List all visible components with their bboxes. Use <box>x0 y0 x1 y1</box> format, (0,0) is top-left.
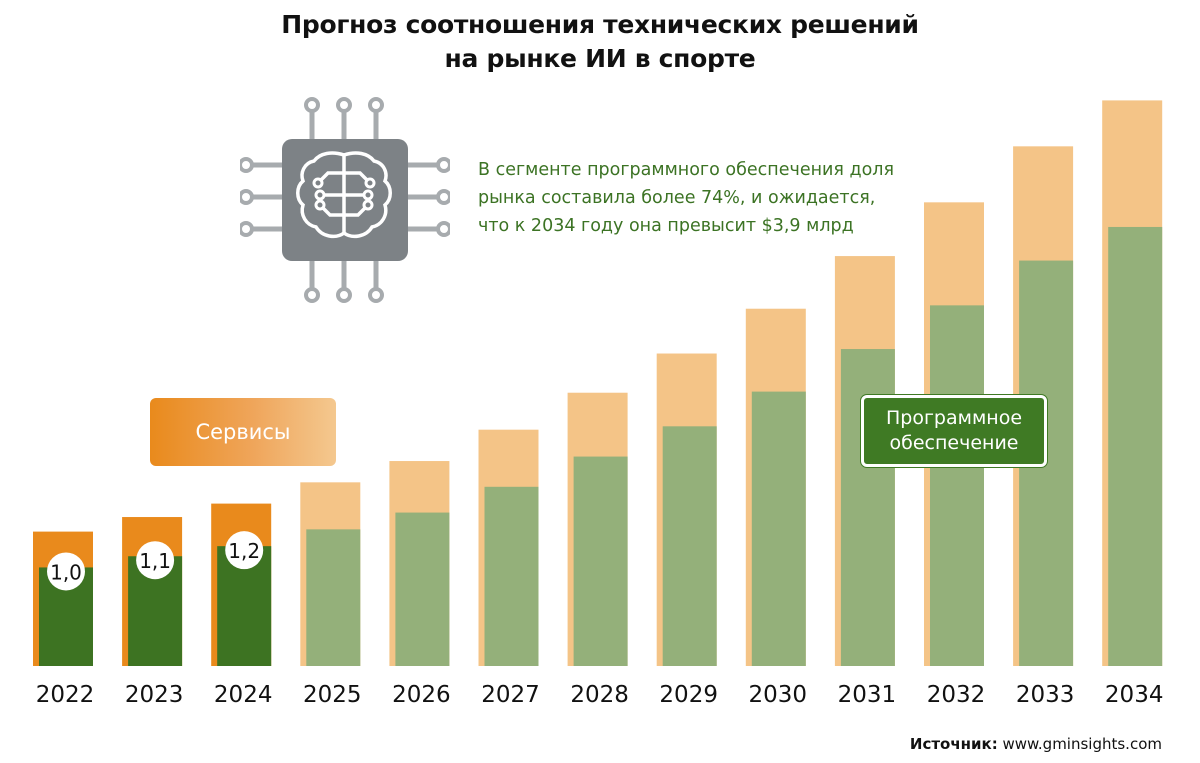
bar-software-2025 <box>306 529 361 666</box>
x-tick-2024: 2024 <box>214 682 273 708</box>
value-label-2022: 1,0 <box>50 560 82 584</box>
x-tick-2027: 2027 <box>481 682 540 708</box>
value-label-bg-2023 <box>136 541 175 580</box>
x-tick-2025: 2025 <box>303 682 362 708</box>
value-label-bg-2024 <box>225 531 264 570</box>
chart-title-line-1: Прогноз соотношения технических решений <box>281 10 919 39</box>
value-label-2024: 1,2 <box>228 539 260 563</box>
value-label-bg-2022 <box>47 552 85 591</box>
bar-software-2030 <box>751 391 806 666</box>
annotation-line-2: рынка составила более 74%, и ожидается, <box>478 188 876 208</box>
source-label: Источник: <box>909 735 998 753</box>
bar-software-2029 <box>662 426 717 666</box>
x-tick-2023: 2023 <box>125 682 184 708</box>
x-tick-2032: 2032 <box>927 682 986 708</box>
annotation-line-1: В сегменте программного обеспечения доля <box>478 160 895 180</box>
legend-software-line-1: Программное <box>885 407 1023 429</box>
value-label-2023: 1,1 <box>139 549 171 573</box>
legend-services: Сервисы <box>150 398 336 466</box>
bar-software-2026 <box>395 512 450 666</box>
annotation-line-3: что к 2034 году она превысит $3,9 млрд <box>478 216 854 236</box>
x-tick-2034: 2034 <box>1105 682 1164 708</box>
x-tick-2028: 2028 <box>570 682 629 708</box>
bar-software-2028 <box>573 456 628 666</box>
source-note: Источник: www.gminsights.com <box>910 735 1162 753</box>
x-tick-2022: 2022 <box>36 682 95 708</box>
x-tick-2033: 2033 <box>1016 682 1075 708</box>
x-tick-2026: 2026 <box>392 682 451 708</box>
bar-software-2034 <box>1108 226 1163 666</box>
legend-software: Программное обеспечение <box>861 395 1047 467</box>
bar-software-2032 <box>930 305 984 666</box>
bar-software-2027 <box>484 486 539 666</box>
source-url: www.gminsights.com <box>997 735 1162 753</box>
legend-software-line-2: обеспечение <box>889 432 1019 454</box>
x-tick-2029: 2029 <box>659 682 718 708</box>
x-tick-2031: 2031 <box>838 682 897 708</box>
software-annotation: В сегменте программного обеспечения доля… <box>478 156 998 240</box>
chart-title-line-2: на рынке ИИ в спорте <box>444 44 756 73</box>
ai-brain-chip-icon <box>240 97 450 303</box>
legend-services-label: Сервисы <box>195 420 291 444</box>
chart-title: Прогноз соотношения технических решений … <box>0 8 1200 76</box>
x-tick-2030: 2030 <box>749 682 808 708</box>
